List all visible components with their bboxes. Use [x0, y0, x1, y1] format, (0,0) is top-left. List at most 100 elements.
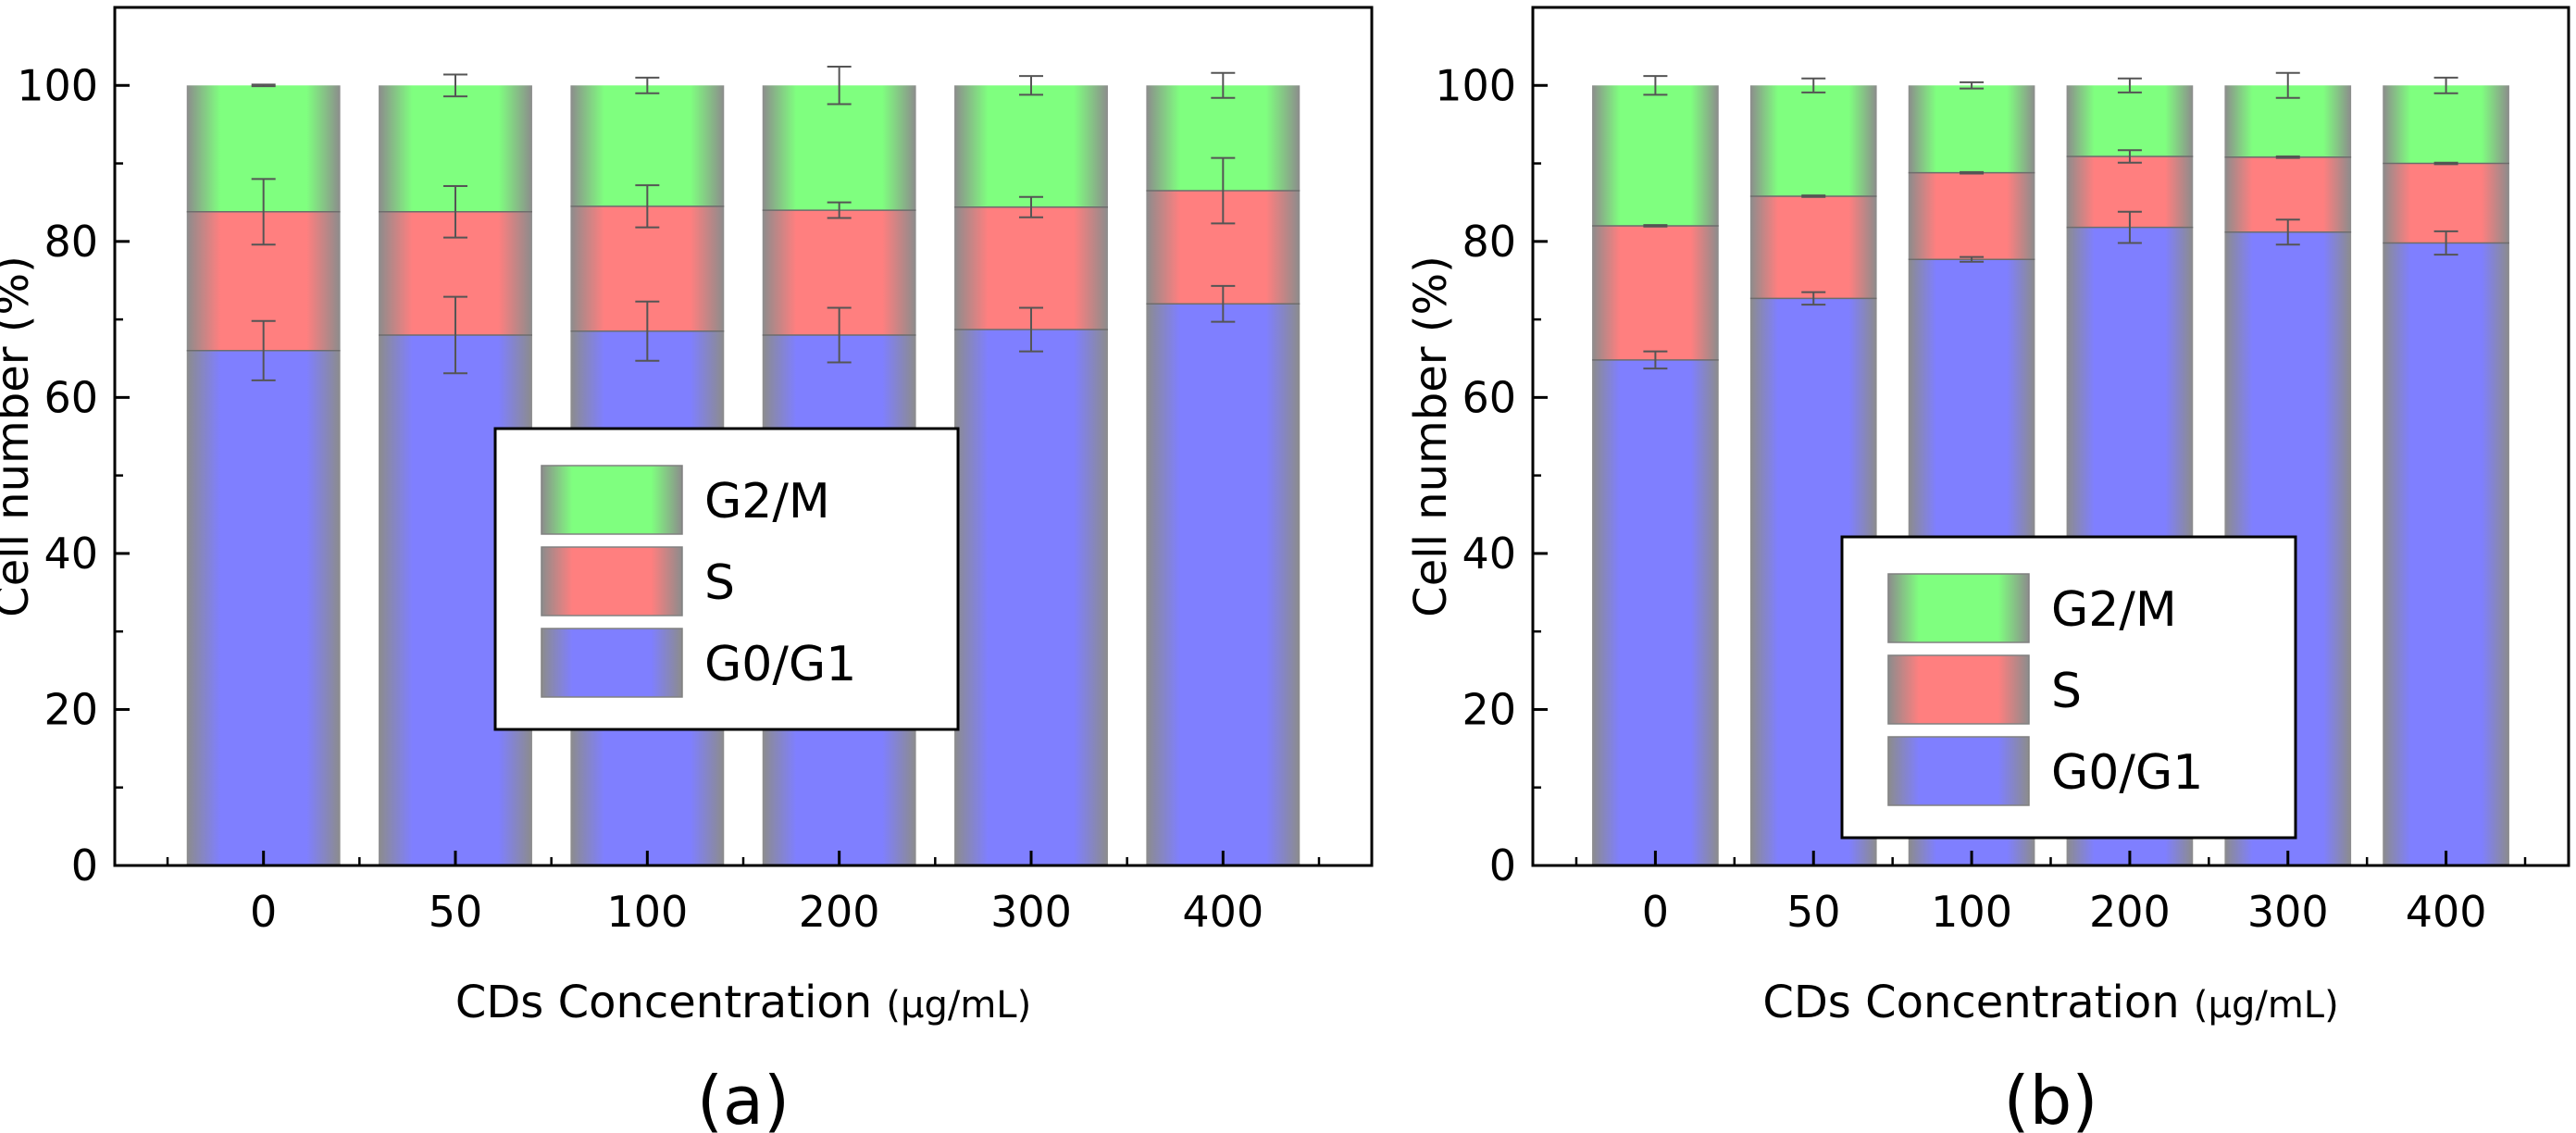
x-axis-title-text: CDs Concentration: [1762, 977, 2194, 1028]
bar-s-0: [1592, 225, 1719, 360]
y-tick-label: 100: [1435, 60, 1516, 110]
bar-g0-g1-400: [1146, 304, 1300, 866]
error-bar-g2-m-50: [1801, 77, 1826, 93]
bar-g2-m-100: [1908, 85, 2035, 173]
error-bar-g2-m-400: [2433, 76, 2458, 94]
y-tick-label: 20: [1462, 684, 1516, 734]
error-bar-g2-m-400: [1211, 71, 1236, 99]
y-tick-label: 80: [1462, 217, 1516, 267]
legend-item-g2-m: G2/M: [541, 465, 830, 535]
x-tick-label: 0: [1642, 887, 1669, 937]
bar-s-400: [2383, 163, 2509, 243]
legend-label: G0/G1: [2051, 745, 2203, 801]
error-bars-group: [251, 66, 1236, 381]
error-bar-g0-g1-400: [2433, 230, 2458, 256]
y-tick-label: 80: [44, 217, 98, 267]
bar-s-100: [1908, 172, 2035, 260]
x-tick-label: 200: [799, 887, 880, 937]
legend-swatch: [1887, 736, 2030, 806]
y-axis-title: Cell number (%): [0, 255, 39, 617]
bar-g2-m-0: [1592, 85, 1719, 226]
error-bar-s-300: [2275, 155, 2300, 159]
legend-item-s: S: [1887, 654, 2082, 725]
legend-label: G2/M: [2051, 582, 2177, 638]
error-bar-s-200: [2117, 149, 2142, 164]
y-tick-label: 40: [44, 529, 98, 579]
error-bar-g0-g1-300: [2275, 218, 2300, 246]
x-tick-label: 0: [250, 887, 277, 937]
y-axis: 0 20 40 60 80 100: [17, 60, 130, 890]
error-bar-g2-m-300: [2275, 71, 2300, 99]
error-bar-g0-g1-200: [2117, 210, 2142, 244]
x-axis-title-text: CDs Concentration: [455, 977, 887, 1028]
y-axis-title: Cell number (%): [1405, 255, 1457, 617]
error-bar-s-0: [251, 178, 276, 246]
legend: G2/M S G0/G1: [1840, 535, 2297, 840]
panel-label: (b): [2004, 1062, 2098, 1133]
bar-g0-g1-0: [186, 350, 341, 865]
y-tick-label: 40: [1462, 529, 1516, 579]
error-bar-g0-g1-200: [827, 306, 852, 364]
error-bar-s-300: [1018, 195, 1043, 218]
bar-g0-g1-400: [2383, 243, 2509, 865]
error-bar-g0-g1-50: [1801, 291, 1826, 306]
x-tick-label: 400: [1182, 887, 1263, 937]
chart-panel-a: 0 20 40 60 80 100 0 50 100 200 300 400 CDs Concentra…: [0, 6, 1374, 1133]
y-tick-label: 0: [1489, 840, 1516, 890]
x-tick-label: 50: [1786, 887, 1841, 937]
chart-panel-b: 0 20 40 60 80 100 0 50 100 200 300 400 CDs Concentra…: [1405, 6, 2570, 1133]
legend-item-g0-g1: G0/G1: [541, 628, 856, 698]
x-axis-title-unit: (μg/mL): [886, 984, 1031, 1027]
legend-label: S: [704, 555, 735, 611]
x-axis: 0 50 100 200 300 400: [166, 851, 1321, 937]
y-tick-label: 100: [17, 60, 98, 110]
y-tick-label: 0: [71, 840, 98, 890]
legend-swatch: [1887, 654, 2030, 725]
error-bar-g2-m-200: [2117, 77, 2142, 93]
legend-item-g0-g1: G0/G1: [1887, 736, 2203, 806]
x-axis-title: CDs Concentration (μg/mL): [455, 977, 1031, 1028]
y-tick-label: 20: [44, 684, 98, 734]
y-axis: 0 20 40 60 80 100: [1435, 60, 1548, 890]
error-bar-g2-m-100: [635, 76, 660, 94]
legend-item-s: S: [541, 546, 735, 616]
error-bar-g0-g1-300: [1018, 306, 1043, 353]
legend-swatch: [541, 628, 683, 698]
legend-swatch: [541, 546, 683, 616]
error-bar-g0-g1-100: [635, 300, 660, 362]
error-bar-g2-m-300: [1018, 75, 1043, 96]
bar-g0-g1-0: [1592, 359, 1719, 865]
error-bar-g0-g1-400: [1211, 284, 1236, 323]
legend: G2/M S G0/G1: [493, 427, 960, 731]
x-tick-label: 100: [1931, 887, 2012, 937]
x-tick-label: 400: [2406, 887, 2487, 937]
bar-g2-m-200: [762, 85, 916, 211]
y-tick-label: 60: [44, 372, 98, 422]
x-tick-label: 300: [2247, 887, 2329, 937]
bar-s-50: [1749, 195, 1877, 299]
legend-label: G0/G1: [704, 637, 856, 692]
legend-swatch: [1887, 573, 2030, 643]
error-bar-g0-g1-0: [1643, 350, 1668, 370]
legend-item-g2-m: G2/M: [1887, 573, 2177, 643]
error-bar-g2-m-50: [443, 73, 468, 98]
x-axis: 0 50 100 200 300 400: [1574, 851, 2527, 937]
error-bar-g2-m-200: [827, 66, 852, 106]
legend-label: S: [2051, 664, 2082, 719]
legend-swatch: [541, 465, 683, 535]
error-bar-s-400: [1211, 156, 1236, 225]
x-axis-title-unit: (μg/mL): [2194, 984, 2339, 1027]
error-bar-g0-g1-100: [1960, 255, 1985, 263]
bar-g2-m-400: [2383, 85, 2509, 164]
error-bar-g2-m-100: [1960, 81, 1985, 90]
error-bar-s-0: [1643, 224, 1668, 228]
y-tick-label: 60: [1462, 372, 1516, 422]
x-tick-label: 100: [606, 887, 688, 937]
error-bar-g2-m-0: [251, 83, 276, 88]
error-bar-s-100: [1960, 170, 1985, 175]
error-bar-g2-m-0: [1643, 75, 1668, 96]
error-bar-s-400: [2433, 161, 2458, 166]
error-bar-s-100: [635, 184, 660, 229]
